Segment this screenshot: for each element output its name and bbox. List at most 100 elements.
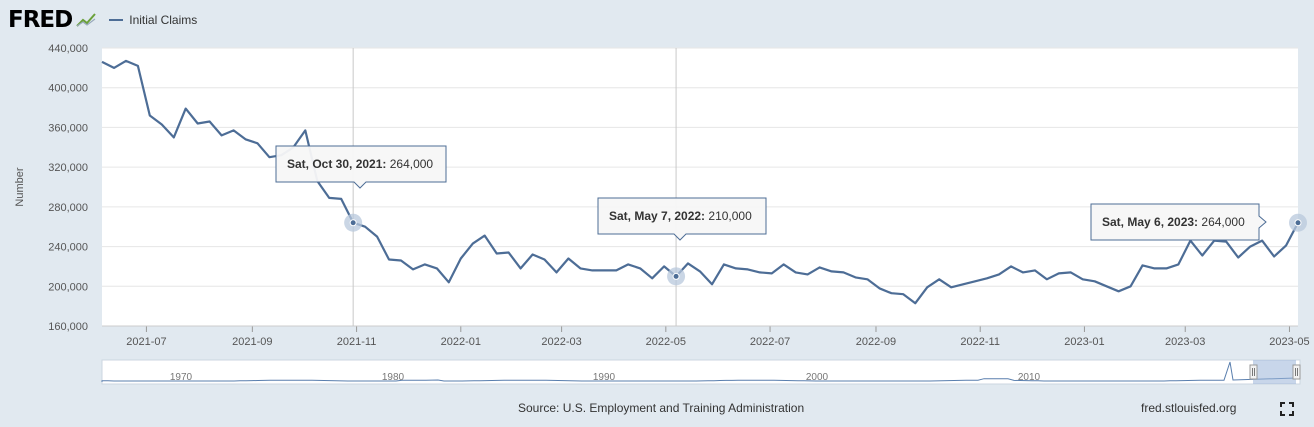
hover-marker xyxy=(1294,219,1302,227)
data-point xyxy=(807,273,809,275)
tooltip-value: 210,000 xyxy=(705,209,752,223)
data-point xyxy=(854,276,856,278)
data-point xyxy=(256,142,258,144)
data-point xyxy=(532,254,534,256)
data-point xyxy=(185,108,187,110)
y-axis-label: Number xyxy=(14,167,26,206)
tooltip-box xyxy=(1090,203,1267,241)
data-point xyxy=(579,267,581,269)
data-point xyxy=(759,271,761,273)
data-point xyxy=(567,257,569,259)
data-point xyxy=(1010,265,1012,267)
data-point xyxy=(412,268,414,270)
x-tick-label: 2023-05 xyxy=(1269,336,1309,348)
navigator-handle[interactable] xyxy=(1249,364,1258,380)
source-note[interactable]: Source: U.S. Employment and Training Adm… xyxy=(518,401,805,415)
data-point xyxy=(998,273,1000,275)
y-tick-label: 200,000 xyxy=(48,281,88,293)
data-point xyxy=(1094,280,1096,282)
data-point xyxy=(843,271,845,273)
legend-label: Initial Claims xyxy=(129,13,198,27)
data-point xyxy=(615,269,617,271)
data-point xyxy=(1130,285,1132,287)
navigator-tick-label: 2010 xyxy=(1018,372,1041,383)
data-point xyxy=(544,258,546,260)
data-point xyxy=(400,259,402,261)
data-point xyxy=(831,270,833,272)
x-tick-label: 2022-01 xyxy=(441,336,481,348)
data-point xyxy=(699,270,701,272)
data-point xyxy=(125,60,127,62)
data-point xyxy=(591,269,593,271)
data-point xyxy=(101,61,103,63)
navigator-selection xyxy=(1253,360,1296,384)
data-point xyxy=(1070,271,1072,273)
fred-url[interactable]: fred.stlouisfed.org xyxy=(1141,401,1237,415)
data-point xyxy=(866,278,868,280)
data-point xyxy=(890,292,892,294)
x-tick-label: 2021-11 xyxy=(337,336,377,348)
data-point xyxy=(268,156,270,158)
data-point xyxy=(436,267,438,269)
tooltip-value: 264,000 xyxy=(386,157,433,171)
data-point xyxy=(197,122,199,124)
data-point xyxy=(161,123,163,125)
data-point xyxy=(795,271,797,273)
tooltip-date: Sat, May 6, 2023: xyxy=(1102,215,1198,229)
y-tick-label: 400,000 xyxy=(48,83,88,95)
y-tick-label: 160,000 xyxy=(48,321,88,333)
data-point xyxy=(209,120,211,122)
tooltip-box xyxy=(597,197,767,241)
data-point xyxy=(304,129,306,131)
tooltip-date: Sat, Oct 30, 2021: xyxy=(287,157,386,171)
navigator-tick-label: 1970 xyxy=(170,372,193,383)
navigator-tick-label: 2000 xyxy=(806,372,829,383)
y-tick-label: 360,000 xyxy=(48,122,88,134)
data-point xyxy=(986,277,988,279)
data-point xyxy=(974,280,976,282)
data-point xyxy=(938,278,940,280)
data-point xyxy=(1118,290,1120,292)
data-point xyxy=(747,268,749,270)
data-point xyxy=(1273,256,1275,258)
tooltip-date: Sat, May 7, 2022: xyxy=(609,209,705,223)
data-point xyxy=(149,115,151,117)
navigator-handle[interactable] xyxy=(1292,364,1301,380)
tooltip: Sat, May 6, 2023: 264,000 xyxy=(1090,203,1267,241)
data-point xyxy=(1046,278,1048,280)
data-point xyxy=(388,258,390,260)
data-point xyxy=(1153,267,1155,269)
fred-logo[interactable]: FRED xyxy=(8,7,73,33)
data-point xyxy=(460,257,462,259)
data-point xyxy=(496,253,498,255)
chart-legend[interactable]: Initial Claims xyxy=(109,13,197,27)
fullscreen-icon[interactable] xyxy=(1280,402,1294,416)
x-tick-label: 2022-03 xyxy=(541,336,581,348)
data-point xyxy=(520,267,522,269)
logo-graph-icon xyxy=(75,11,100,29)
hover-marker xyxy=(349,219,357,227)
data-point xyxy=(819,266,821,268)
x-tick-label: 2022-05 xyxy=(646,336,686,348)
tooltip: Sat, Oct 30, 2021: 264,000 xyxy=(275,145,447,189)
data-point xyxy=(555,271,557,273)
data-point xyxy=(711,283,713,285)
data-point xyxy=(221,134,223,136)
data-point xyxy=(651,277,653,279)
data-point xyxy=(340,198,342,200)
x-tick-label: 2021-07 xyxy=(126,336,166,348)
line-chart[interactable]: 160,000 200,000 240,000 280,000 320,000 360,0… xyxy=(0,0,1314,400)
data-point xyxy=(1285,245,1287,247)
x-tick-label: 2022-11 xyxy=(960,336,1000,348)
data-point xyxy=(1058,272,1060,274)
navigator-tick-label: 1980 xyxy=(382,372,405,383)
x-tick-label: 2022-09 xyxy=(856,336,896,348)
data-point xyxy=(639,267,641,269)
data-point xyxy=(1142,264,1144,266)
data-point xyxy=(771,272,773,274)
data-point xyxy=(627,263,629,265)
y-tick-label: 320,000 xyxy=(48,162,88,174)
data-point xyxy=(1177,263,1179,265)
data-point xyxy=(1034,269,1036,271)
data-point xyxy=(603,269,605,271)
